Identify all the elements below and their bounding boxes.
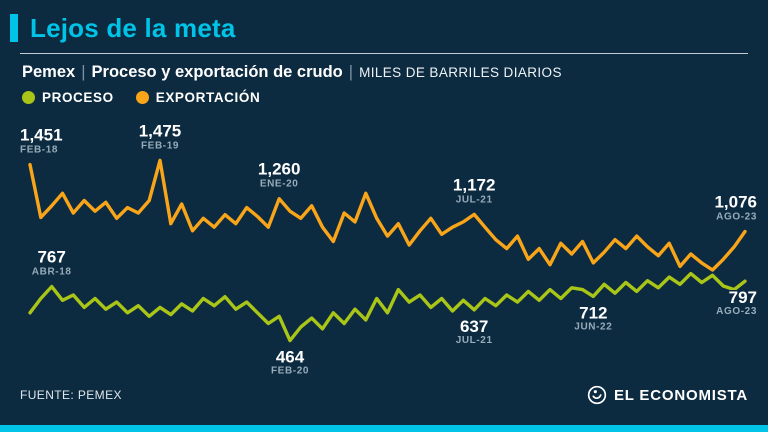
annotation-value: 1,076 — [714, 192, 757, 211]
chart-legend: PROCESO EXPORTACIÓN — [22, 90, 768, 105]
annotation-value: 1,451 — [20, 126, 63, 145]
annotation-value: 767 — [37, 248, 65, 267]
el-economista-logo-icon — [587, 385, 607, 405]
series-line-exportación — [28, 158, 747, 272]
chart-area: 1,451 FEB-18 1,475 FEB-19 1,260 ENE-20 1,172 JU… — [0, 107, 768, 379]
annotation-date: FEB-20 — [271, 366, 309, 377]
annotation-date: ABR-18 — [32, 267, 72, 278]
el-economista-logo: EL ECONOMISTA — [587, 385, 748, 405]
annotation-date: FEB-18 — [20, 145, 58, 156]
brand-name: EL ECONOMISTA — [613, 386, 748, 404]
subtitle-separator: | — [348, 63, 354, 81]
legend-item-exportacion: EXPORTACIÓN — [135, 90, 261, 105]
chart-subtitle: Pemex | Proceso y exportación de crudo | MIL… — [22, 63, 768, 82]
annotation-value: 1,475 — [139, 121, 182, 140]
subtitle-description: Proceso y exportación de crudo — [91, 63, 343, 81]
title-accent-bar — [10, 14, 18, 42]
annotation-date: JUN-22 — [574, 321, 612, 332]
annotation-date: FEB-19 — [141, 140, 179, 151]
annotation-value: 712 — [579, 303, 607, 322]
legend-label-proceso: PROCESO — [42, 90, 114, 105]
divider — [20, 53, 748, 54]
annotation-value: 1,260 — [258, 160, 301, 179]
header: Lejos de la meta — [0, 0, 768, 44]
annotation-date: JUL-21 — [456, 335, 493, 346]
annotation-value: 1,172 — [453, 175, 496, 194]
source-note: FUENTE: PEMEX — [20, 388, 122, 402]
subtitle-separator: | — [81, 63, 86, 81]
accent-bottom-bar — [0, 425, 768, 432]
annotation-value: 464 — [276, 348, 305, 367]
annotation-date: ENE-20 — [260, 179, 299, 190]
annotation-value: 637 — [460, 317, 488, 336]
exportacion-dot-icon — [135, 91, 149, 104]
annotation-date: JUL-21 — [456, 194, 493, 205]
annotation-date: AGO-23 — [716, 306, 757, 317]
legend-item-proceso: PROCESO — [22, 90, 114, 105]
legend-label-exportacion: EXPORTACIÓN — [155, 90, 261, 105]
proceso-dot-icon — [22, 91, 35, 104]
footer: FUENTE: PEMEX EL ECONOMISTA — [0, 381, 768, 409]
series-line-proceso — [28, 271, 747, 343]
annotation-date: AGO-23 — [716, 211, 757, 222]
subtitle-units: MILES DE BARRILES DIARIOS — [359, 65, 562, 80]
subtitle-brand: Pemex — [22, 63, 76, 81]
page-title: Lejos de la meta — [30, 12, 236, 43]
annotation-value: 797 — [729, 288, 757, 307]
